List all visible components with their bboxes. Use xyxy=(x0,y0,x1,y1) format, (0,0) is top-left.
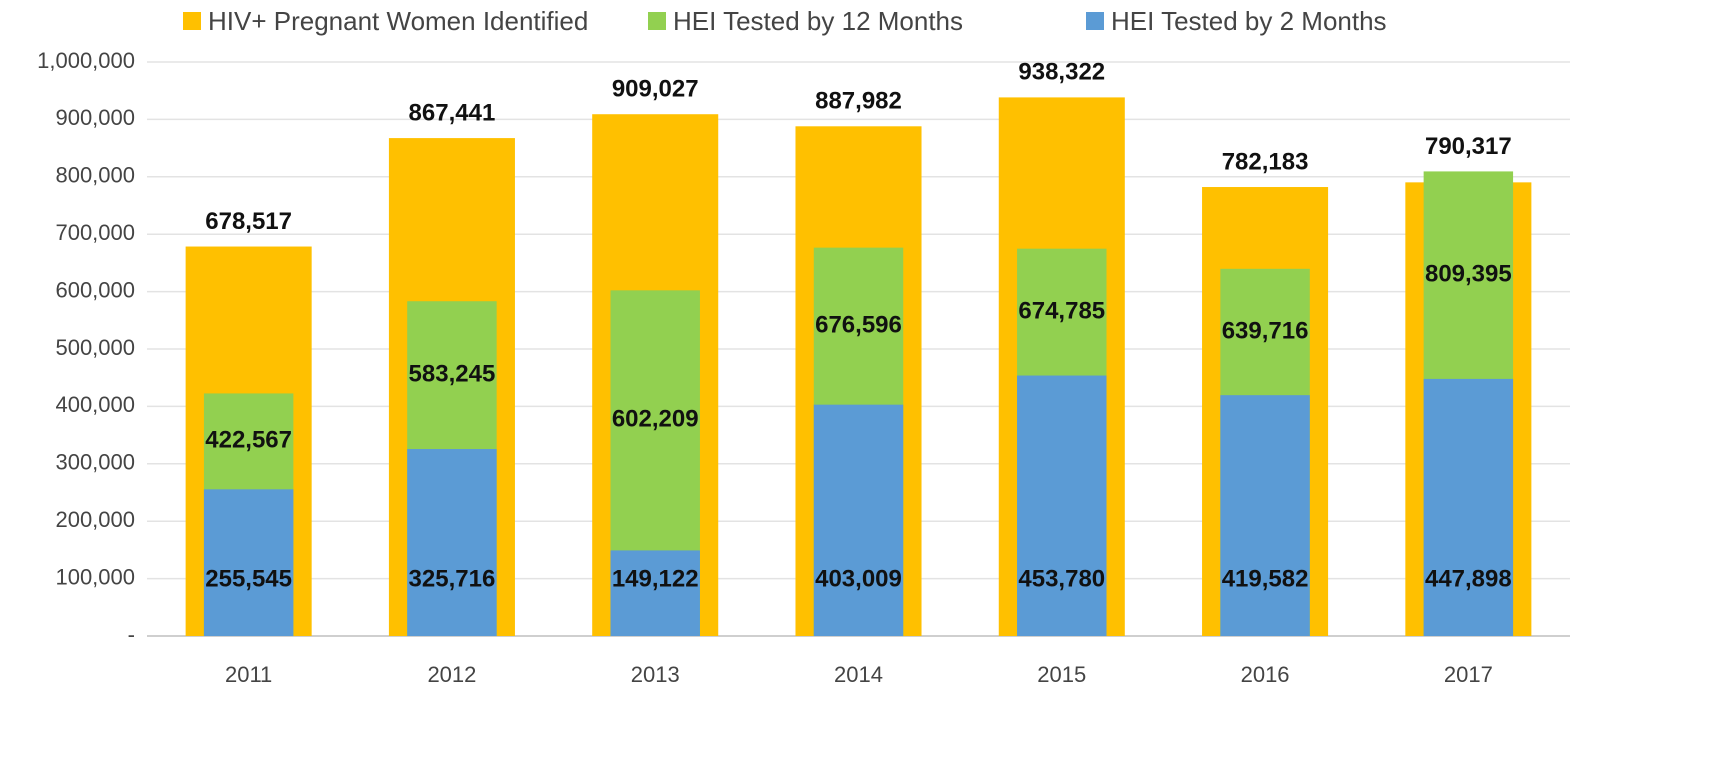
legend-label: HEI Tested by 2 Months xyxy=(1111,6,1387,36)
data-label: 447,898 xyxy=(1425,565,1512,592)
data-label: 403,009 xyxy=(815,565,902,592)
y-tick-label: 200,000 xyxy=(55,507,135,532)
data-label: 453,780 xyxy=(1018,565,1105,592)
data-label: 867,441 xyxy=(409,99,496,126)
bar xyxy=(203,489,294,636)
x-tick-label: 2013 xyxy=(631,662,680,687)
y-tick-label: 1,000,000 xyxy=(37,48,135,73)
bar xyxy=(1220,395,1310,636)
data-label: 602,209 xyxy=(612,406,699,433)
x-tick-label: 2016 xyxy=(1241,662,1290,687)
data-label: 583,245 xyxy=(409,360,496,387)
bar xyxy=(610,550,700,636)
x-tick-label: 2017 xyxy=(1444,662,1493,687)
data-label: 790,317 xyxy=(1425,133,1512,160)
data-label: 674,785 xyxy=(1018,297,1105,324)
y-tick-label: 900,000 xyxy=(55,105,135,130)
x-tick-label: 2012 xyxy=(427,662,476,687)
data-label: 676,596 xyxy=(815,311,902,338)
y-tick-label: 500,000 xyxy=(55,335,135,360)
bar xyxy=(813,404,904,636)
y-tick-label: 800,000 xyxy=(55,163,135,188)
data-label: 678,517 xyxy=(205,208,292,235)
data-label: 149,122 xyxy=(612,565,699,592)
legend-label: HIV+ Pregnant Women Identified xyxy=(208,6,588,36)
y-tick-label: 600,000 xyxy=(55,277,135,302)
x-tick-label: 2015 xyxy=(1037,662,1086,687)
y-tick-label: - xyxy=(128,622,135,647)
data-label: 639,716 xyxy=(1222,317,1309,344)
y-tick-label: 300,000 xyxy=(55,450,135,475)
data-label: 909,027 xyxy=(612,76,699,103)
data-label: 422,567 xyxy=(205,427,292,454)
x-tick-label: 2011 xyxy=(225,662,272,687)
legend-swatch xyxy=(1086,12,1104,30)
x-tick-label: 2014 xyxy=(834,662,883,687)
data-label: 782,183 xyxy=(1222,148,1309,175)
y-tick-label: 100,000 xyxy=(55,564,135,589)
y-tick-label: 400,000 xyxy=(55,392,135,417)
legend-label: HEI Tested by 12 Months xyxy=(673,6,963,36)
data-label: 255,545 xyxy=(205,565,292,592)
data-label: 325,716 xyxy=(409,565,496,592)
bar xyxy=(1423,378,1514,636)
bar xyxy=(407,449,497,636)
data-label: 938,322 xyxy=(1018,59,1105,86)
data-label: 419,582 xyxy=(1222,565,1309,592)
bar xyxy=(1017,375,1107,636)
legend-swatch xyxy=(648,12,666,30)
y-tick-label: 700,000 xyxy=(55,220,135,245)
data-label: 887,982 xyxy=(815,88,902,115)
legend-swatch xyxy=(183,12,201,30)
data-label: 809,395 xyxy=(1425,261,1512,288)
